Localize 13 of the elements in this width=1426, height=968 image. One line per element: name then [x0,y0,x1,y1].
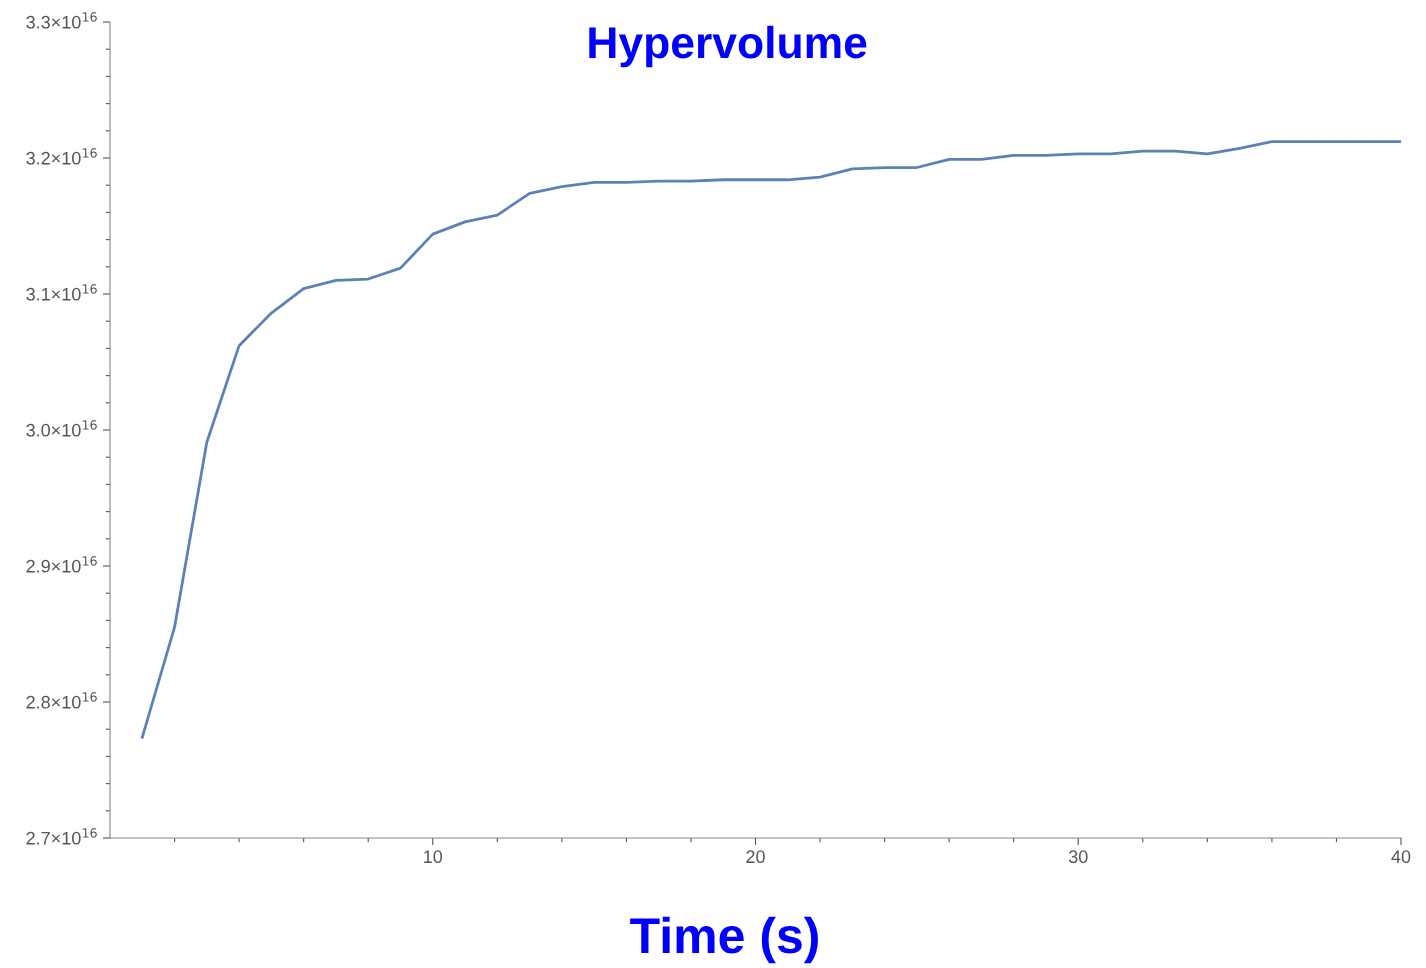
y-tick-label: 3.2×10$^{16}$ [26,148,97,165]
y-tick-label: 2.9×10$^{16}$ [26,556,97,573]
y-tick-label: 2.7×10$^{16}$ [26,828,97,845]
y-tick-label: 3.3×10$^{16}$ [26,12,97,29]
x-tick-label: 30 [1068,850,1088,864]
y-tick-label: 3.1×10$^{16}$ [26,284,97,301]
x-axis-title: Time (s) [630,916,818,964]
y-tick-label: 2.8×10$^{16}$ [26,692,97,709]
chart-title: Hypervolume [589,25,867,68]
x-tick-label: 20 [746,850,765,864]
x-tick-label: 40 [1391,850,1411,864]
x-tick-label: 10 [424,850,443,864]
y-tick-label: 3.0×10$^{16}$ [26,420,97,437]
